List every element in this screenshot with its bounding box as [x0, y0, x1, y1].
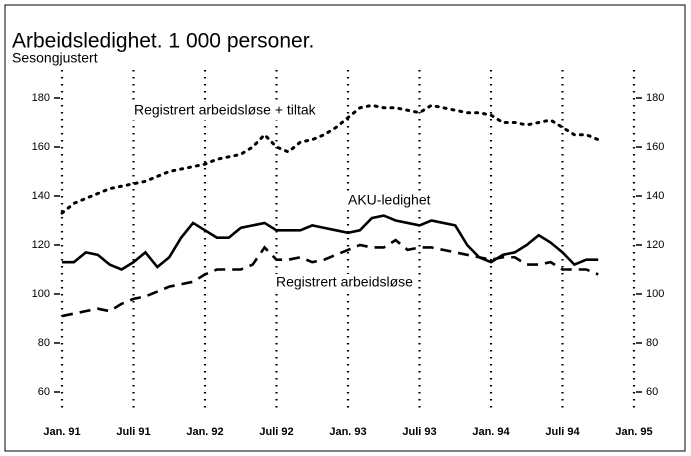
- x-tick-label: Juli 91: [116, 426, 150, 438]
- y2-tick-label: 160: [646, 141, 664, 153]
- y-tick-label: 180: [32, 92, 50, 104]
- y2-tick-label: 60: [646, 386, 658, 398]
- series-label: Registrert arbeidsløse: [276, 274, 413, 290]
- x-tick-label: Jan. 95: [615, 426, 652, 438]
- x-tick-label: Jan. 93: [329, 426, 366, 438]
- x-tick-label: Jan. 91: [43, 426, 80, 438]
- y2-tick-label: 120: [646, 239, 664, 251]
- chart-title: Arbeidsledighet. 1 000 personer.: [12, 30, 314, 53]
- y-tick-label: 120: [32, 239, 50, 251]
- series-line: [60, 103, 600, 215]
- y-tick-label: 100: [32, 288, 50, 300]
- series-line: [61, 238, 599, 318]
- y-tick-label: 160: [32, 141, 50, 153]
- y2-tick-label: 100: [646, 288, 664, 300]
- label-bg: [346, 192, 433, 210]
- series-label: Registrert arbeidsløse + tiltak: [134, 102, 317, 118]
- chart-subtitle: Sesongjustert: [12, 50, 98, 66]
- x-tick-label: Juli 93: [402, 426, 436, 438]
- series-label: AKU-ledighet: [348, 192, 431, 208]
- frame: [4, 4, 686, 452]
- label-bg: [132, 102, 318, 120]
- series-line: [62, 214, 599, 271]
- y2-tick-label: 140: [646, 190, 664, 202]
- y-tick-label: 140: [32, 190, 50, 202]
- y-tick-label: 80: [38, 337, 50, 349]
- y2-tick-label: 180: [646, 92, 664, 104]
- x-tick-label: Juli 92: [259, 426, 293, 438]
- x-tick-label: Jan. 92: [186, 426, 223, 438]
- label-bg: [274, 274, 415, 292]
- y-tick-label: 60: [38, 386, 50, 398]
- x-tick-label: Jan. 94: [472, 426, 510, 438]
- x-tick-label: Juli 94: [545, 426, 580, 438]
- y2-tick-label: 80: [646, 337, 658, 349]
